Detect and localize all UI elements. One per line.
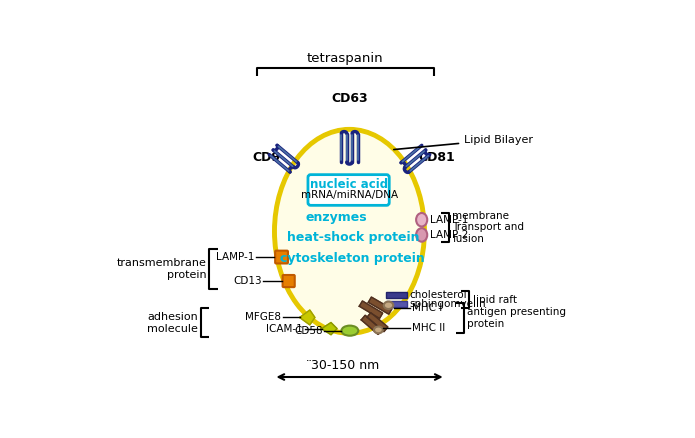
Text: enzymes: enzymes [305, 211, 367, 224]
Text: CD58: CD58 [294, 326, 322, 336]
Text: MFGE8: MFGE8 [245, 312, 281, 322]
Text: CD13: CD13 [233, 276, 262, 286]
Text: adhesion
molecule: adhesion molecule [147, 312, 198, 333]
Bar [386, 300, 407, 307]
Polygon shape [368, 297, 392, 314]
Polygon shape [359, 301, 383, 318]
Text: lipid raft: lipid raft [473, 295, 516, 305]
Text: cytoskeleton protein: cytoskeleton protein [281, 252, 425, 265]
Text: LAMP-2: LAMP-2 [430, 230, 468, 240]
Text: CD63: CD63 [331, 92, 368, 105]
Text: ICAM-1: ICAM-1 [266, 324, 303, 334]
Text: transmembrane
protein: transmembrane protein [117, 258, 207, 280]
Polygon shape [361, 315, 382, 335]
Text: ̈30-150 nm: ̈30-150 nm [312, 359, 380, 372]
Polygon shape [300, 310, 315, 325]
Text: heat-shock protein: heat-shock protein [286, 231, 419, 244]
Polygon shape [322, 322, 337, 335]
Text: Lipid Bilayer: Lipid Bilayer [394, 135, 533, 149]
Ellipse shape [384, 302, 393, 309]
Text: LAMP-1: LAMP-1 [430, 215, 468, 225]
Ellipse shape [416, 213, 427, 226]
Text: sphingomyelin: sphingomyelin [409, 299, 486, 309]
Text: nucleic acid: nucleic acid [311, 177, 389, 191]
Ellipse shape [272, 127, 426, 335]
Text: membrane
Transport and
fusion: membrane Transport and fusion [452, 211, 524, 244]
Text: LAMP-1: LAMP-1 [216, 252, 254, 262]
Text: CD81: CD81 [418, 151, 455, 164]
Ellipse shape [374, 327, 383, 333]
Text: mRNA/miRNA/DNA: mRNA/miRNA/DNA [301, 190, 398, 200]
Text: CD9: CD9 [252, 151, 280, 164]
Ellipse shape [416, 228, 427, 242]
Bar [386, 292, 407, 298]
Text: MHC I: MHC I [412, 303, 443, 313]
Text: MHC II: MHC II [412, 323, 445, 333]
Polygon shape [367, 313, 388, 332]
Text: tetraspanin: tetraspanin [307, 52, 384, 65]
Ellipse shape [341, 325, 359, 336]
FancyBboxPatch shape [275, 251, 288, 264]
Ellipse shape [277, 132, 422, 331]
FancyBboxPatch shape [283, 275, 295, 287]
Text: antigen presenting
protein: antigen presenting protein [468, 307, 566, 329]
FancyBboxPatch shape [308, 175, 389, 205]
Text: cholesterol: cholesterol [409, 290, 467, 300]
